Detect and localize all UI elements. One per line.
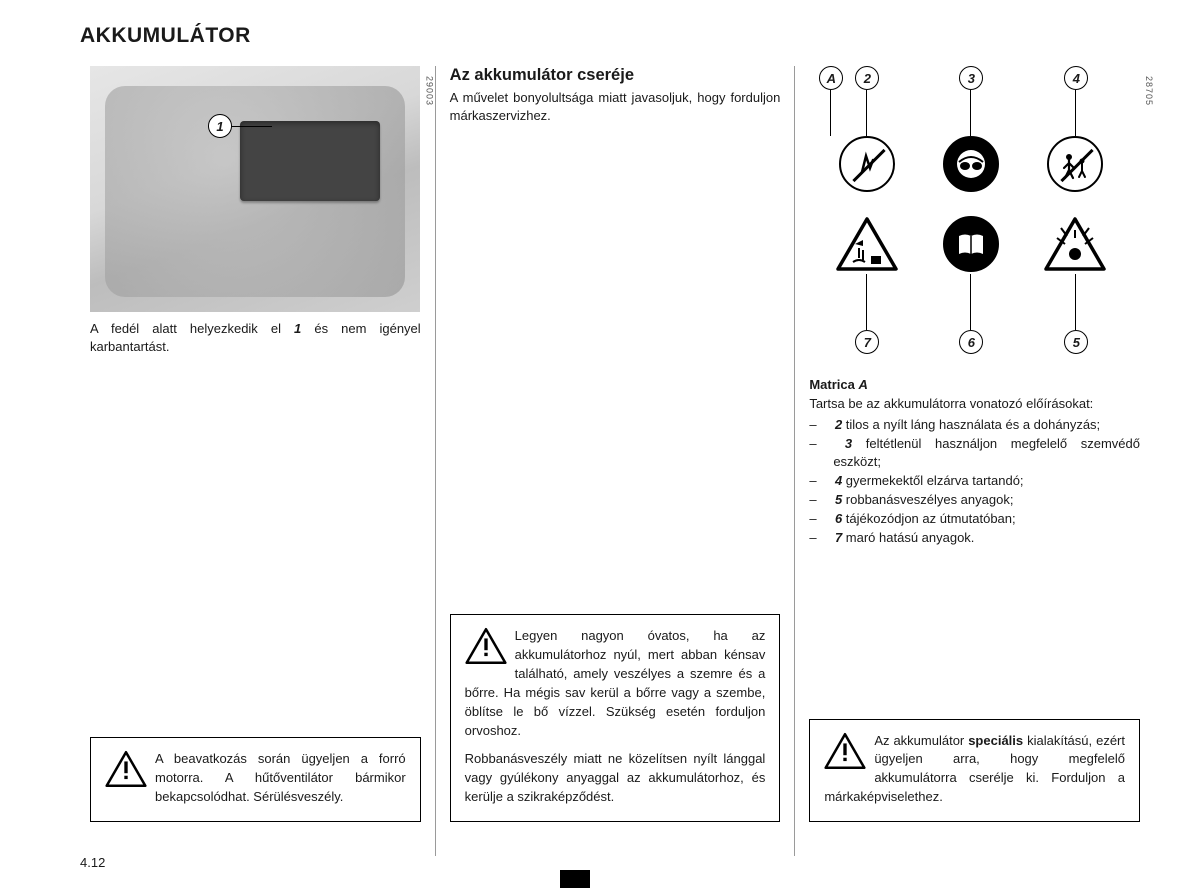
leader-line — [866, 274, 867, 330]
legend-item: – 4 gyermekektől elzárva tartandó; — [821, 472, 1140, 491]
columns: 1 29003 A fedél alatt helyezkedik el 1 é… — [80, 66, 1150, 856]
leader-line — [970, 274, 971, 330]
warning-2-p1: Legyen nagyon óvatos, ha az akkumulátorh… — [465, 627, 766, 740]
leader-line — [970, 90, 971, 136]
warning-box-acid: Legyen nagyon óvatos, ha az akkumulátorh… — [450, 614, 781, 822]
warning-box-special-battery: Az akkumulátor speciális kialakítású, ez… — [809, 719, 1140, 822]
label-A: A — [827, 71, 836, 86]
legend-title: Matrica A — [809, 376, 1140, 395]
label-legend: Matrica A Tartsa be az akkumulátorra von… — [809, 376, 1140, 548]
page-number: 4.12 — [80, 855, 105, 870]
label-6: 6 — [968, 335, 975, 350]
section-tab — [560, 870, 590, 888]
label-7-badge: 7 — [855, 330, 879, 354]
explosive-warning-icon — [1043, 216, 1107, 272]
label-3-badge: 3 — [959, 66, 983, 90]
label-2-badge: 2 — [855, 66, 879, 90]
column-2: Az akkumulátor cseréje A művelet bonyolu… — [440, 66, 791, 856]
label-5: 5 — [1073, 335, 1080, 350]
legend-title-pre: Matrica — [809, 377, 858, 392]
column-3: A 2 3 4 — [799, 66, 1150, 856]
label-2: 2 — [864, 71, 871, 86]
page-title: AKKUMULÁTOR — [80, 24, 1150, 48]
caption-pre: A fedél alatt helyezkedik el — [90, 321, 294, 336]
battery-replace-lead: A művelet bonyolultsága miatt javasoljuk… — [450, 89, 781, 125]
label-A-badge: A — [819, 66, 843, 90]
warning-icon — [465, 627, 507, 665]
warning-1-text: A beavatkozás során ügyeljen a forró mot… — [105, 750, 406, 807]
battery-label-diagram: A 2 3 4 — [809, 66, 1139, 376]
warning-icon — [824, 732, 866, 770]
warning-2-p2: Robbanásveszély miatt ne közelítsen nyíl… — [465, 750, 766, 807]
manual-page: AKKUMULÁTOR 1 29003 A fedél alatt helyez… — [0, 0, 1200, 896]
corrosive-warning-icon — [835, 216, 899, 272]
legend-text: maró hatású anyagok. — [842, 530, 974, 545]
warning-3-text: Az akkumulátor speciális kialakítású, ez… — [824, 732, 1125, 807]
divider-1 — [435, 66, 436, 856]
legend-item: – 3 feltétlenül használjon megfelelő sze… — [821, 435, 1140, 473]
legend-text: gyermekektől elzárva tartandó; — [842, 473, 1023, 488]
label-7: 7 — [864, 335, 871, 350]
legend-title-ref: A — [858, 377, 867, 392]
battery-illustration — [240, 121, 380, 201]
leader-line — [1075, 274, 1076, 330]
legend-text: feltétlenül használjon megfelelő szemvéd… — [833, 436, 1140, 470]
warn3-pre: Az akkumulátor — [874, 733, 968, 748]
figure-2-code: 28705 — [1144, 76, 1154, 106]
warn3-bold: speciális — [968, 733, 1023, 748]
keep-away-children-icon — [1047, 136, 1103, 192]
leader-line — [830, 90, 831, 136]
leader-line — [866, 90, 867, 136]
callout-1-line — [232, 126, 272, 127]
warning-box-hot-engine: A beavatkozás során ügyeljen a forró mot… — [90, 737, 421, 822]
label-5-badge: 5 — [1064, 330, 1088, 354]
legend-item: – 6 tájékozódjon az útmutatóban; — [821, 510, 1140, 529]
legend-item: – 2 tilos a nyílt láng használata és a d… — [821, 416, 1140, 435]
column-1: 1 29003 A fedél alatt helyezkedik el 1 é… — [80, 66, 431, 856]
leader-line — [1075, 90, 1076, 136]
battery-replace-heading: Az akkumulátor cseréje — [450, 66, 781, 85]
legend-item: – 5 robbanásveszélyes anyagok; — [821, 491, 1140, 510]
label-4: 4 — [1073, 71, 1080, 86]
engine-bay-figure: 1 — [90, 66, 420, 312]
legend-intro: Tartsa be az akkumulátorra vonatozó előí… — [809, 395, 1140, 414]
figure-1-code: 29003 — [425, 76, 435, 106]
legend-text: robbanásveszélyes anyagok; — [842, 492, 1013, 507]
label-3: 3 — [968, 71, 975, 86]
legend-item: – 7 maró hatású anyagok. — [821, 529, 1140, 548]
callout-1-num: 1 — [216, 119, 223, 134]
legend-text: tájékozódjon az útmutatóban; — [842, 511, 1015, 526]
no-flame-icon — [839, 136, 895, 192]
warning-icon — [105, 750, 147, 788]
legend-list: – 2 tilos a nyílt láng használata és a d… — [809, 416, 1140, 548]
callout-1-badge: 1 — [208, 114, 232, 138]
label-4-badge: 4 — [1064, 66, 1088, 90]
read-manual-icon — [943, 216, 999, 272]
divider-2 — [794, 66, 795, 856]
label-6-badge: 6 — [959, 330, 983, 354]
figure-1-caption: A fedél alatt helyezkedik el 1 és nem ig… — [90, 320, 421, 355]
legend-text: tilos a nyílt láng használata és a dohán… — [842, 417, 1100, 432]
goggles-icon — [943, 136, 999, 192]
